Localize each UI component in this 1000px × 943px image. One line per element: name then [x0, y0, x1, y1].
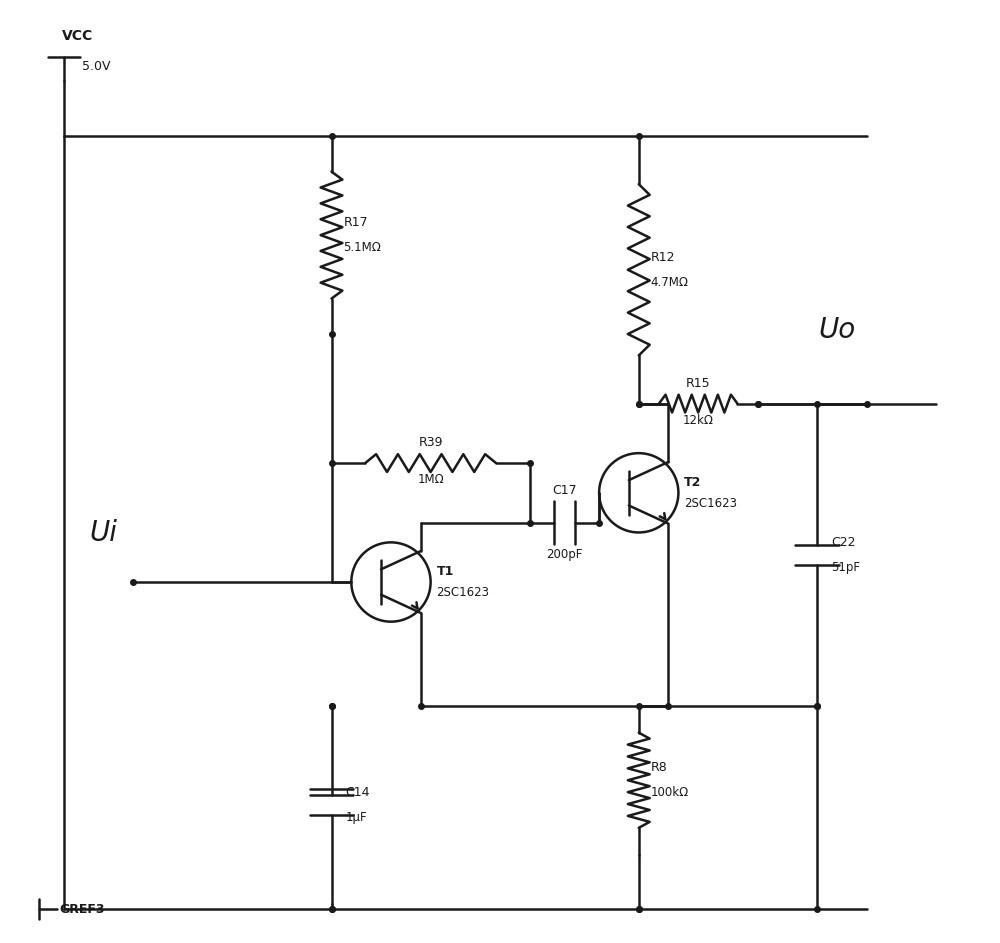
Text: R8: R8	[651, 761, 667, 774]
Text: T1: T1	[437, 565, 454, 578]
Text: R39: R39	[418, 437, 443, 449]
Text: 200pF: 200pF	[546, 548, 583, 561]
Text: R12: R12	[651, 251, 675, 264]
Text: 1μF: 1μF	[345, 811, 367, 824]
Text: T2: T2	[684, 476, 702, 488]
Text: 51pF: 51pF	[831, 561, 860, 573]
Text: 12kΩ: 12kΩ	[683, 414, 714, 426]
Text: VCC: VCC	[62, 29, 93, 42]
Text: C14: C14	[345, 786, 370, 799]
Text: 100kΩ: 100kΩ	[651, 786, 689, 800]
Text: R17: R17	[343, 216, 368, 229]
Text: 5.1MΩ: 5.1MΩ	[343, 241, 381, 254]
Text: Ui: Ui	[90, 520, 118, 547]
Text: 2SC1623: 2SC1623	[684, 497, 737, 510]
Text: Uo: Uo	[818, 316, 856, 344]
Text: R15: R15	[686, 377, 711, 389]
Text: 2SC1623: 2SC1623	[437, 586, 490, 599]
Text: 1MΩ: 1MΩ	[417, 473, 444, 486]
Text: C22: C22	[831, 536, 856, 549]
Text: 4.7MΩ: 4.7MΩ	[651, 275, 689, 289]
Text: C17: C17	[552, 484, 577, 497]
Text: GREF3: GREF3	[59, 902, 104, 916]
Text: 5.0V: 5.0V	[82, 60, 110, 74]
